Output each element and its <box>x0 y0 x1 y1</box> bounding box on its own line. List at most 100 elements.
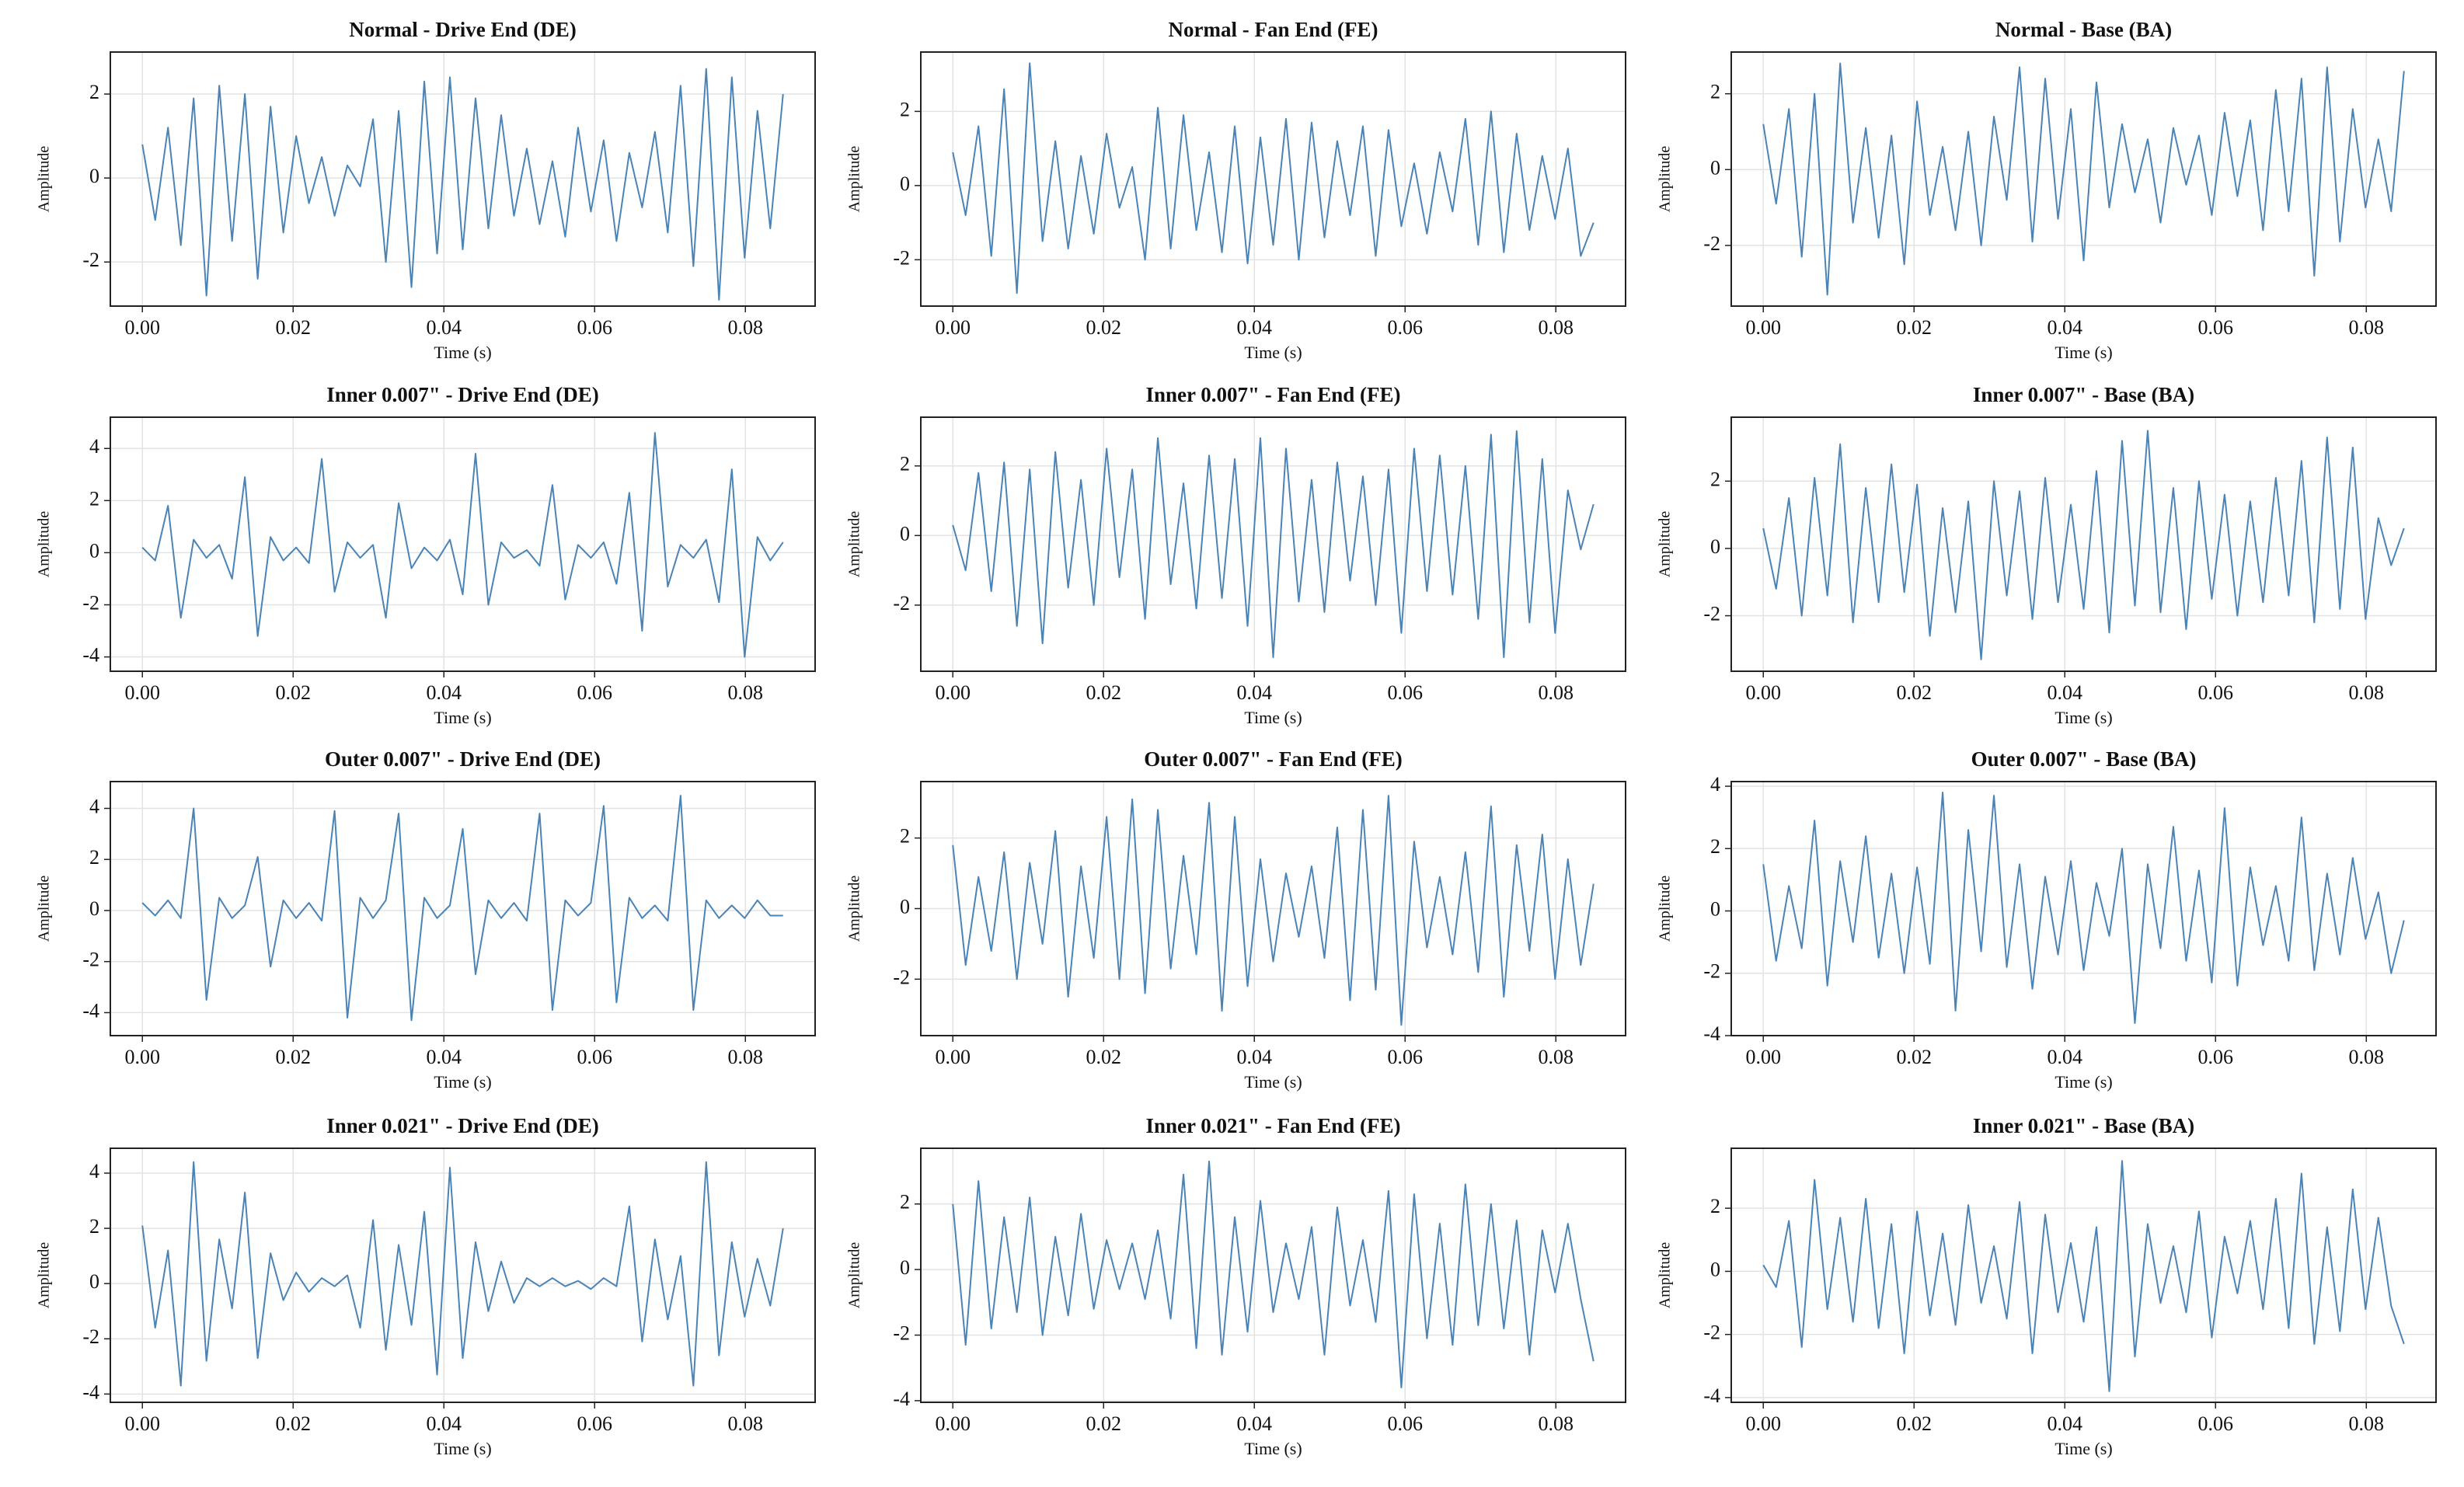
x-tick-label: 0.02 <box>1896 1412 1932 1435</box>
x-tick-label: 0.08 <box>728 1412 764 1435</box>
y-tick-label: -4 <box>893 1388 910 1410</box>
x-tick-label: 0.08 <box>1539 316 1574 339</box>
y-tick-label: 0 <box>900 172 910 195</box>
y-tick-label: -2 <box>82 949 99 971</box>
y-tick-label: 0 <box>900 522 910 545</box>
axes-frame <box>920 1147 1626 1403</box>
x-tick-label: 0.04 <box>1236 681 1272 704</box>
x-axis-label: Time (s) <box>434 1072 491 1092</box>
subplot: Inner 0.007" - Base (BA) 0.00 0.02 0.04 0.06… <box>1657 383 2437 727</box>
y-tick-label: 0 <box>1710 156 1720 179</box>
axes-frame <box>1730 416 2437 672</box>
x-tick-label: 0.02 <box>1896 316 1932 339</box>
y-tick-label: 2 <box>89 81 99 103</box>
x-tick-label: 0.08 <box>2349 1412 2385 1435</box>
subplot: Outer 0.007" - Fan End (FE) 0.00 0.02 0.04 0… <box>846 747 1626 1092</box>
axes-frame <box>1730 1147 2437 1403</box>
subplot: Inner 0.007" - Fan End (FE) 0.00 0.02 0.04 0… <box>846 383 1626 727</box>
x-tick-label: 0.00 <box>935 316 971 339</box>
x-tick-label: 0.08 <box>1539 681 1574 704</box>
axes-frame <box>1730 781 2437 1036</box>
x-axis-label: Time (s) <box>1244 1072 1302 1092</box>
y-axis-label: Amplitude <box>36 146 53 213</box>
y-tick-label: 0 <box>1710 1258 1720 1280</box>
y-tick-label: -4 <box>1703 1022 1720 1045</box>
axes-frame <box>920 51 1626 307</box>
y-axis-label: Amplitude <box>36 876 53 942</box>
y-axis-label: Amplitude <box>36 511 53 578</box>
signal-line <box>952 430 1594 659</box>
x-axis-label: Time (s) <box>434 1439 491 1458</box>
signal-line <box>952 795 1594 1026</box>
y-tick-label: 4 <box>89 1160 99 1182</box>
x-tick-label: 0.08 <box>2349 1046 2385 1068</box>
x-axis-label: Time (s) <box>2054 1072 2112 1092</box>
y-tick-label: 2 <box>900 825 910 848</box>
axes-frame <box>110 1147 816 1403</box>
x-tick-label: 0.02 <box>1086 1412 1121 1435</box>
x-tick-label: 0.04 <box>1236 1046 1272 1068</box>
subplot-title: Inner 0.007" - Drive End (DE) <box>326 383 599 406</box>
y-tick-label: -2 <box>893 592 910 615</box>
y-tick-label: 0 <box>89 539 99 562</box>
x-tick-label: 0.06 <box>2198 681 2234 704</box>
subplot-title: Inner 0.007" - Base (BA) <box>1973 383 2194 406</box>
axes-frame <box>1730 51 2437 307</box>
subplot: Normal - Fan End (FE) 0.00 0.02 0.04 0.06 0.0… <box>846 18 1626 362</box>
x-tick-label: 0.04 <box>1236 316 1272 339</box>
y-tick-label: 0 <box>89 1270 99 1293</box>
x-axis-label: Time (s) <box>1244 343 1302 362</box>
axes-frame <box>110 51 816 307</box>
x-tick-label: 0.06 <box>1388 316 1424 339</box>
x-axis-label: Time (s) <box>2054 1439 2112 1458</box>
signal-line <box>952 62 1594 294</box>
x-tick-label: 0.04 <box>426 681 462 704</box>
y-tick-label: 2 <box>89 846 99 869</box>
x-tick-label: 0.06 <box>1388 1046 1424 1068</box>
subplot: Outer 0.007" - Drive End (DE) 0.00 0.02 0.0… <box>36 747 816 1092</box>
x-tick-label: 0.00 <box>1745 1046 1781 1068</box>
y-tick-label: -4 <box>82 999 99 1022</box>
x-tick-label: 0.06 <box>577 1046 613 1068</box>
y-tick-label: -2 <box>1703 1322 1720 1344</box>
axes-frame <box>920 781 1626 1036</box>
x-tick-label: 0.02 <box>275 681 311 704</box>
y-tick-label: -2 <box>893 1322 910 1344</box>
x-tick-label: 0.06 <box>2198 316 2234 339</box>
y-axis-label: Amplitude <box>846 876 863 942</box>
y-tick-label: 4 <box>89 795 99 817</box>
x-tick-label: 0.08 <box>2349 316 2385 339</box>
y-axis-label: Amplitude <box>1657 1242 1674 1309</box>
y-tick-label: 2 <box>900 98 910 120</box>
y-tick-label: 4 <box>1710 773 1720 796</box>
y-axis-label: Amplitude <box>1657 146 1674 213</box>
y-tick-label: 0 <box>1710 535 1720 558</box>
y-tick-label: -2 <box>82 591 99 614</box>
y-tick-label: 0 <box>900 1256 910 1279</box>
x-tick-label: 0.02 <box>275 1046 311 1068</box>
x-tick-label: 0.02 <box>1896 1046 1932 1068</box>
x-tick-label: 0.08 <box>1539 1046 1574 1068</box>
y-axis-label: Amplitude <box>846 146 863 213</box>
x-tick-label: 0.00 <box>935 1412 971 1435</box>
y-tick-label: 2 <box>900 453 910 475</box>
x-tick-label: 0.02 <box>1086 1046 1121 1068</box>
subplot-title: Inner 0.021" - Fan End (FE) <box>1145 1114 1400 1137</box>
x-tick-label: 0.08 <box>728 316 764 339</box>
signal-line <box>141 68 784 301</box>
x-tick-label: 0.00 <box>1745 681 1781 704</box>
y-tick-label: -2 <box>893 966 910 988</box>
y-tick-label: 4 <box>89 435 99 458</box>
signal-line <box>1762 792 2405 1024</box>
subplot: Outer 0.007" - Base (BA) 0.00 0.02 0.04 0.06… <box>1657 747 2437 1092</box>
x-axis-label: Time (s) <box>1244 1439 1302 1458</box>
x-tick-label: 0.00 <box>1745 1412 1781 1435</box>
x-tick-label: 0.04 <box>2047 316 2082 339</box>
y-axis-label: Amplitude <box>846 1242 863 1309</box>
x-tick-label: 0.00 <box>935 1046 971 1068</box>
y-axis-label: Amplitude <box>1657 876 1674 942</box>
x-tick-label: 0.06 <box>1388 1412 1424 1435</box>
y-tick-label: -4 <box>82 644 99 667</box>
subplot-title: Inner 0.021" - Base (BA) <box>1973 1114 2194 1137</box>
axes-frame <box>110 781 816 1036</box>
